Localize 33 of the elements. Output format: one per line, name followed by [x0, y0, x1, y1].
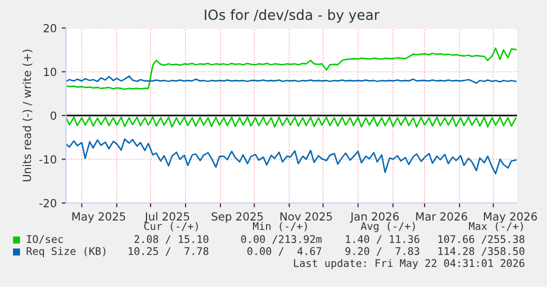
- line-series: [66, 47, 517, 90]
- y-tick-label: 0: [50, 111, 56, 120]
- x-tick-label: Sep 2025: [212, 212, 263, 223]
- text: 2.08 / 15.10: [134, 235, 208, 244]
- text: 107.66 /255.38: [438, 235, 524, 244]
- y-axis-title: Units read (-) / write (+): [22, 50, 32, 182]
- text: Max (-/+): [468, 222, 523, 232]
- line-series: [66, 138, 517, 174]
- text: Avg (-/+): [360, 222, 415, 232]
- text: Min (-/+): [252, 222, 307, 232]
- legend-label: IO/sec: [27, 235, 63, 244]
- text: Last update: Fri May 22 04:31:01 2026: [294, 258, 524, 270]
- x-tick-label: Mar 2026: [416, 212, 468, 221]
- text: 1.40 / 11.36: [346, 235, 420, 244]
- text: 0.00 /213.92m: [241, 235, 322, 244]
- text: Cur (-/+): [144, 222, 198, 232]
- x-tick-label: May 2026: [484, 212, 537, 223]
- y-tick-label: -10: [39, 155, 56, 164]
- text: 10.25 / 7.78: [128, 247, 208, 256]
- y-tick-label: 20: [44, 24, 56, 32]
- x-tick-label: May 2025: [72, 212, 126, 223]
- legend-label: Req Size (KB): [26, 246, 106, 258]
- x-tick-label: Jan 2026: [350, 212, 399, 223]
- x-tick-label: Nov 2025: [280, 212, 332, 221]
- y-tick-label: -20: [39, 198, 56, 208]
- chart-title: IOs for /dev/sda - by year: [204, 9, 380, 23]
- text: 0.00 / 4.67: [247, 247, 322, 256]
- text: 9.20 / 7.83: [345, 247, 420, 256]
- y-tick-label: 10: [44, 68, 56, 76]
- x-tick-label: Jul 2025: [144, 212, 190, 223]
- text: 114.28 /358.50: [438, 247, 524, 256]
- line-series: [66, 75, 517, 84]
- line-series: [66, 116, 517, 128]
